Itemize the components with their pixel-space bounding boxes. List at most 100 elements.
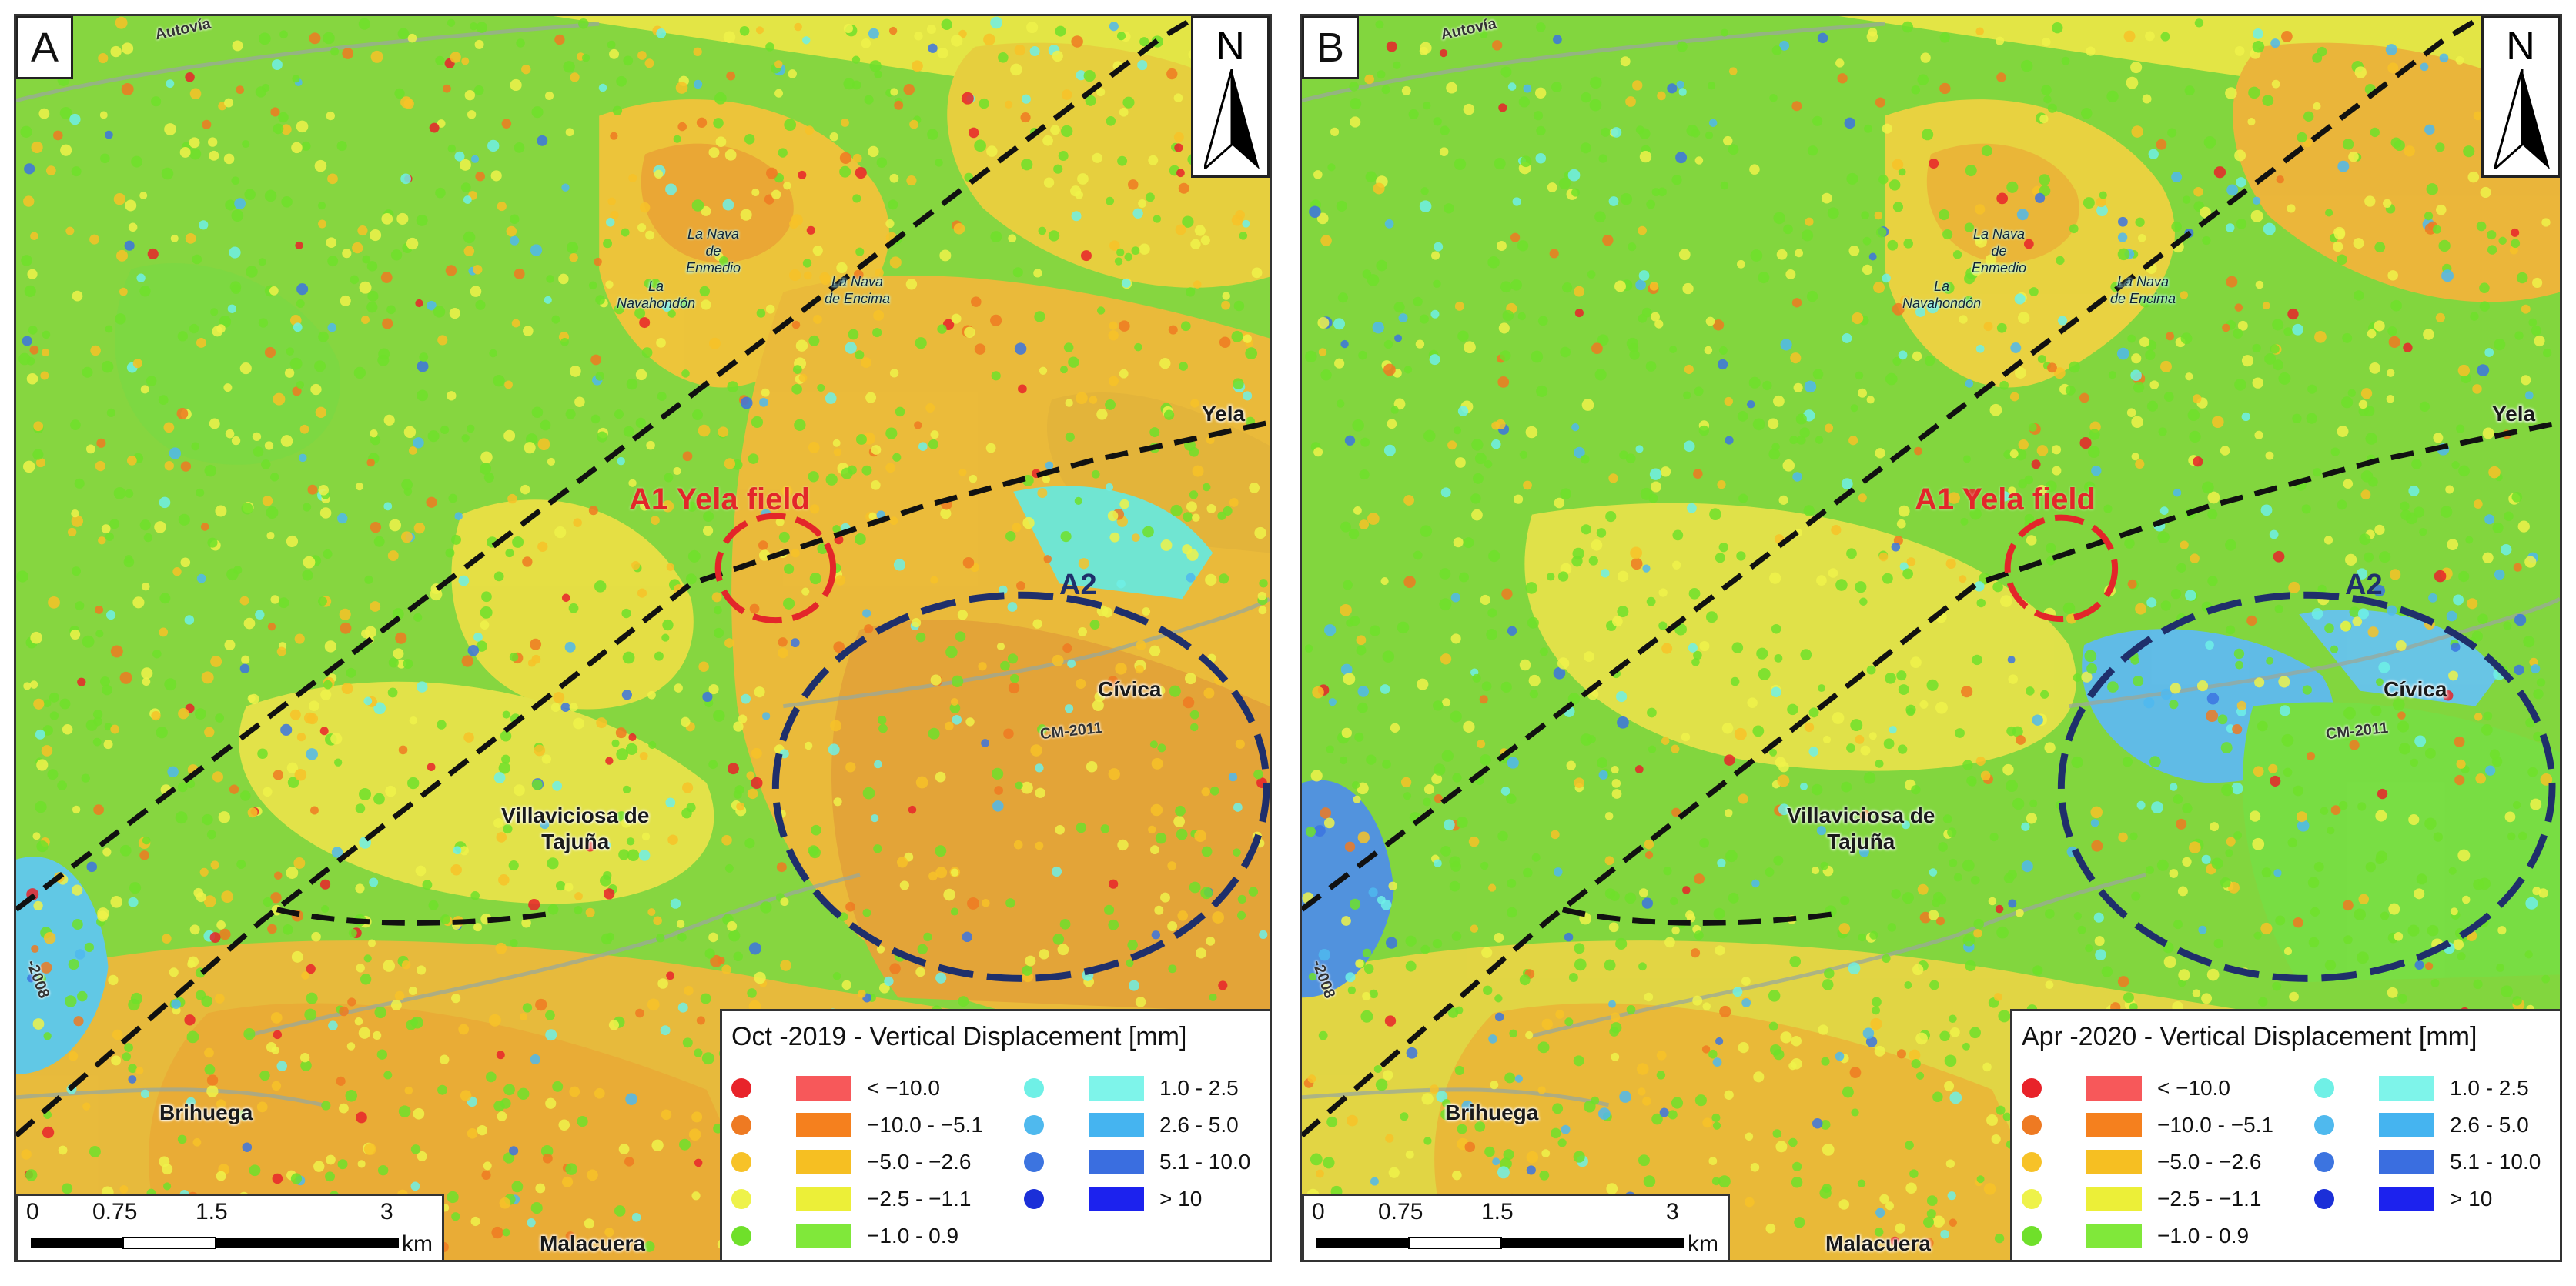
scatterer-point <box>1731 642 1744 653</box>
scatterer-point <box>940 508 952 519</box>
scatterer-point <box>1231 330 1243 342</box>
scatterer-point <box>1057 944 1069 956</box>
scatterer-point <box>509 653 519 662</box>
scatterer-point <box>2081 671 2093 683</box>
scatterer-point <box>953 223 965 235</box>
scatterer-point <box>1795 249 1804 258</box>
scatterer-point <box>2397 720 2410 733</box>
scatterer-point <box>1643 1175 1656 1187</box>
scatterer-point <box>1183 696 1195 709</box>
scatterer-point <box>912 617 922 628</box>
scatterer-point <box>803 271 812 280</box>
scatterer-point <box>1828 568 1838 578</box>
scatterer-point <box>407 777 420 790</box>
scatterer-point <box>1769 748 1778 757</box>
scatterer-point <box>1386 41 1397 52</box>
scatterer-point <box>1235 739 1245 749</box>
scatterer-point <box>2312 52 2323 63</box>
scatterer-point <box>677 1002 688 1013</box>
scatterer-point <box>271 59 283 71</box>
scatterer-point <box>1149 845 1159 855</box>
scatterer-point <box>983 33 995 46</box>
scatterer-point <box>516 38 525 48</box>
scatterer-point <box>2343 706 2356 720</box>
scatterer-point <box>2283 767 2293 777</box>
scatterer-point <box>1783 224 1793 235</box>
scatterer-point <box>497 1111 507 1121</box>
scatterer-point <box>1846 743 1855 753</box>
scatterer-point <box>608 1020 620 1030</box>
scatterer-point <box>1085 95 1096 106</box>
scatterer-point <box>1694 873 1705 885</box>
scatterer-point <box>128 998 140 1011</box>
scatterer-point <box>337 513 348 524</box>
scatterer-point <box>1922 1237 1934 1249</box>
scatterer-point <box>1606 1183 1618 1195</box>
scatterer-point <box>1676 80 1684 89</box>
scatterer-point <box>556 880 566 891</box>
scatterer-point <box>1718 1175 1731 1188</box>
scatterer-point <box>1628 242 1637 252</box>
scatterer-point <box>162 934 172 944</box>
scatterer-point <box>2492 522 2504 534</box>
legend-row: −1.0 - 0.9 <box>731 1221 993 1251</box>
scatterer-point <box>864 95 874 105</box>
scatterer-point <box>1035 763 1044 773</box>
scatterer-point <box>23 682 32 690</box>
scatterer-point <box>298 453 307 463</box>
scatterer-point <box>2252 837 2265 850</box>
scatterer-point <box>1385 1134 1394 1143</box>
scatterer-point <box>651 516 660 525</box>
scatterer-point <box>2377 788 2388 800</box>
scatterer-point <box>1902 21 1913 33</box>
scatterer-point <box>1846 548 1857 559</box>
scatterer-point <box>2463 145 2475 158</box>
scatterer-point <box>1860 745 1871 756</box>
scatterer-point <box>2131 125 2143 138</box>
scatterer-point <box>950 698 958 706</box>
scatterer-point <box>223 153 235 165</box>
scatterer-point <box>1614 280 1626 292</box>
scale-unit: km <box>1688 1231 1718 1257</box>
scatterer-point <box>1561 282 1573 293</box>
scatterer-point <box>1574 446 1585 459</box>
scatterer-point <box>1456 817 1468 828</box>
scatterer-point <box>2029 287 2039 297</box>
legend-row: > 10 <box>1024 1184 1270 1214</box>
scatterer-point <box>280 435 293 447</box>
panel-letter: A <box>16 16 73 79</box>
scatterer-point <box>433 306 446 318</box>
scatterer-point <box>37 974 46 984</box>
scatterer-point <box>1116 32 1126 41</box>
scatterer-point <box>702 691 713 702</box>
scatterer-point <box>449 307 460 319</box>
scatterer-point <box>2117 232 2128 242</box>
scatterer-point <box>1553 867 1563 877</box>
scatterer-point <box>2018 439 2029 450</box>
scatterer-point <box>2135 217 2145 227</box>
scatterer-point <box>2017 312 2030 324</box>
scatterer-point <box>2166 332 2175 341</box>
scatterer-point <box>2160 32 2170 42</box>
scatterer-point <box>301 971 309 980</box>
scatterer-point <box>1149 740 1158 749</box>
scatterer-point <box>2435 204 2447 215</box>
scatterer-point <box>188 956 199 967</box>
scatterer-point <box>1785 269 1796 279</box>
scatterer-point <box>108 974 119 986</box>
scatterer-point <box>1471 509 1483 521</box>
scatterer-point <box>227 304 237 313</box>
scatterer-point <box>2448 867 2457 875</box>
scatterer-point <box>115 313 126 325</box>
scatterer-point <box>2151 801 2163 814</box>
scatterer-point <box>2534 335 2545 347</box>
scatterer-point <box>184 615 195 625</box>
scatterer-point <box>1617 606 1629 618</box>
scatterer-point <box>1683 440 1695 453</box>
scatterer-point <box>1479 695 1488 704</box>
scatterer-point <box>691 199 704 212</box>
scatterer-point <box>1137 59 1148 71</box>
scatterer-point <box>2532 277 2543 288</box>
scatterer-point <box>2408 485 2420 496</box>
scatterer-point <box>219 928 231 940</box>
